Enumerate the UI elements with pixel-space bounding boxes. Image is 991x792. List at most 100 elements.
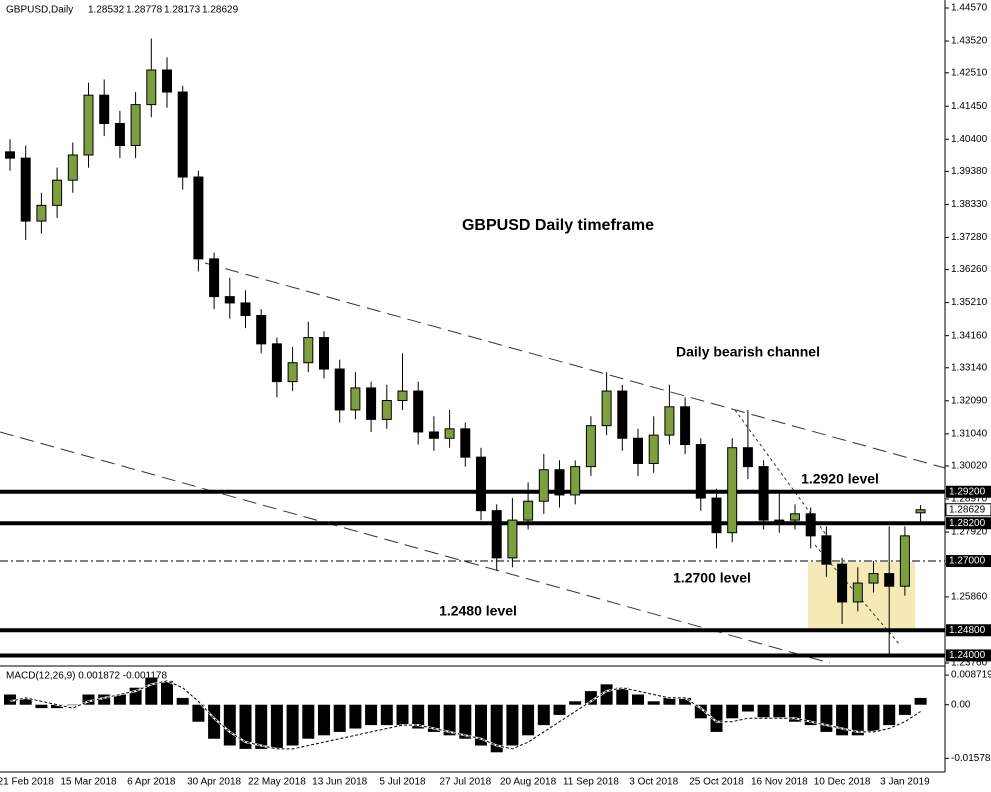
candle-body <box>366 387 377 420</box>
ohlc-close: 1.28629 <box>202 5 239 16</box>
level-label: 1.24000 <box>949 650 986 661</box>
ohlc-open: 1.28532 <box>88 5 125 16</box>
macd-bar <box>255 704 268 749</box>
macd-bar <box>867 704 880 732</box>
macd-bar <box>51 704 64 709</box>
candle-body <box>664 406 675 436</box>
y-tick-label: 1.39380 <box>951 166 988 177</box>
macd-bar <box>192 704 205 722</box>
price-label: 1.28629 <box>949 504 986 515</box>
macd-bar <box>883 704 896 726</box>
candle-body <box>633 437 643 464</box>
macd-bar <box>176 697 189 705</box>
candle-body <box>271 343 282 383</box>
x-tick-label: 15 Mar 2018 <box>60 777 117 788</box>
x-tick-label: 25 Oct 2018 <box>689 777 744 788</box>
candle-body <box>915 509 926 514</box>
candle-body <box>428 431 439 439</box>
y-tick-label: -0.015788 <box>951 753 991 764</box>
annotation: 1.2920 level <box>801 471 879 487</box>
macd-bar <box>35 704 48 709</box>
y-tick-label: 1.38330 <box>951 199 988 210</box>
level-label: 1.24800 <box>949 625 986 636</box>
macd-bar <box>710 704 723 732</box>
y-tick-label: 1.42510 <box>951 67 988 78</box>
macd-bar <box>804 704 817 726</box>
macd-bar <box>270 704 283 749</box>
annotation: 1.2700 level <box>673 570 751 586</box>
candle-body <box>491 510 502 559</box>
macd-bar <box>443 704 456 736</box>
macd-bar <box>365 704 378 726</box>
macd-bar <box>632 694 644 705</box>
x-tick-label: 6 Apr 2018 <box>127 777 176 788</box>
candle-body <box>507 519 518 559</box>
candle-body <box>20 157 31 222</box>
candle-body <box>193 176 204 260</box>
symbol: GBPUSD,Daily <box>6 5 73 16</box>
y-tick-label: 1.36260 <box>951 264 988 275</box>
macd-bar <box>914 697 927 705</box>
y-tick-label: 0.00 <box>951 699 971 710</box>
candle-body <box>114 123 125 147</box>
macd-bar <box>757 704 770 719</box>
macd-bar <box>741 704 754 712</box>
candle-body <box>397 390 408 401</box>
candle-body <box>601 390 612 427</box>
y-tick-label: 1.23760 <box>951 658 988 669</box>
candle-body <box>570 466 581 496</box>
x-tick-label: 3 Jan 2019 <box>880 777 930 788</box>
candle-body <box>413 390 424 433</box>
candle-body <box>381 399 392 420</box>
macd-bar <box>616 687 629 705</box>
candle-body <box>538 469 549 502</box>
candle-body <box>460 428 471 458</box>
x-tick-label: 30 Apr 2018 <box>187 777 241 788</box>
candle-body <box>303 337 314 364</box>
y-tick-label: 1.27920 <box>951 527 988 538</box>
level-label: 1.29200 <box>949 486 986 497</box>
level-tag <box>946 555 991 568</box>
x-tick-label: 16 Nov 2018 <box>751 777 808 788</box>
macd-bar <box>553 704 566 715</box>
candle-body <box>774 519 785 522</box>
macd-bar <box>600 684 613 705</box>
y-tick-label: 1.25860 <box>951 592 988 603</box>
annotation: 1.2480 level <box>439 603 517 619</box>
x-tick-label: 10 Dec 2018 <box>814 777 871 788</box>
macd-bar <box>223 704 236 746</box>
candle-body <box>617 390 628 439</box>
x-tick-label: 21 Feb 2018 <box>0 777 54 788</box>
macd-bar <box>569 701 582 705</box>
candle-body <box>240 302 251 317</box>
candle-body <box>52 179 63 206</box>
candle-body <box>758 466 769 521</box>
candle-body <box>648 434 659 464</box>
candle-body <box>99 94 110 125</box>
candle-body <box>209 258 220 298</box>
candle-body <box>821 535 832 565</box>
macd-bar <box>161 680 173 705</box>
macd-bar <box>836 704 849 736</box>
macd-bar <box>475 704 487 746</box>
candle-body <box>476 456 486 512</box>
level-tag <box>946 624 991 637</box>
candle-body <box>868 573 879 584</box>
macd-bar <box>66 704 79 706</box>
macd-bar <box>726 704 739 719</box>
macd-bar <box>820 704 833 732</box>
annotation: Daily bearish channel <box>676 344 820 360</box>
macd-bar <box>537 704 550 726</box>
candle-body <box>711 497 722 534</box>
macd-bar <box>898 704 911 715</box>
macd-bar <box>679 697 692 705</box>
macd-bar <box>584 691 597 705</box>
signal-line <box>9 680 921 750</box>
candle-body <box>554 469 565 496</box>
y-tick-label: 0.008719 <box>951 670 991 681</box>
candle-body <box>523 500 534 521</box>
macd-bar <box>302 704 315 739</box>
macd-bar <box>506 704 519 746</box>
